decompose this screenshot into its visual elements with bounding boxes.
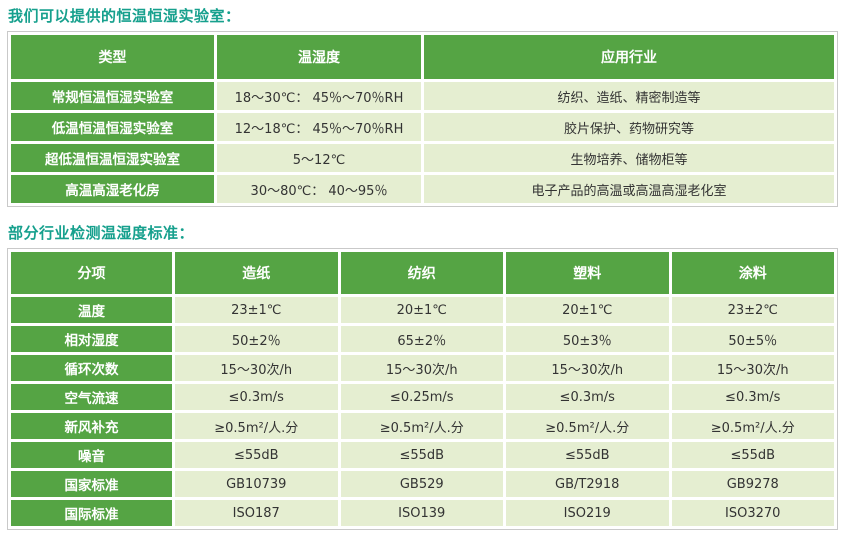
table-row: 常规恒温恒湿实验室 18～30℃： 45％～70％RH 纺织、造纸、精密制造等 <box>11 82 834 110</box>
table-row: 空气流速 ≤0.3m/s ≤0.25m/s ≤0.3m/s ≤0.3m/s <box>11 384 834 410</box>
table-cell: ISO219 <box>506 500 669 526</box>
section-title-standards: 部分行业检测温湿度标准： <box>8 224 195 242</box>
table-cell: ≥0.5m²/人.分 <box>671 413 834 439</box>
row-header: 超低温恒温恒湿实验室 <box>11 144 214 172</box>
table-cell: 23±1℃ <box>175 297 338 323</box>
table-cell: 15～30次/h <box>671 355 834 381</box>
table-cell: ≥0.5m²/人.分 <box>506 413 669 439</box>
table-cell: 50±3％ <box>506 326 669 352</box>
table-cell: ≤0.3m/s <box>506 384 669 410</box>
table-cell: GB9278 <box>671 471 834 497</box>
table-cell: ≤55dB <box>671 442 834 468</box>
row-header: 高温高湿老化房 <box>11 175 214 203</box>
table-cell: 15～30次/h <box>340 355 503 381</box>
table-cell: ≤0.3m/s <box>671 384 834 410</box>
column-header-plastic: 塑料 <box>506 252 669 294</box>
table-cell: 50±2％ <box>175 326 338 352</box>
row-header: 相对湿度 <box>11 326 172 352</box>
table-cell: ≥0.5m²/人.分 <box>175 413 338 439</box>
table-cell: 18～30℃： 45％～70％RH <box>217 82 421 110</box>
table-cell: 胶片保护、药物研究等 <box>424 113 834 141</box>
table-row: 相对湿度 50±2％ 65±2％ 50±3％ 50±5％ <box>11 326 834 352</box>
table-row: 新风补充 ≥0.5m²/人.分 ≥0.5m²/人.分 ≥0.5m²/人.分 ≥0… <box>11 413 834 439</box>
table-cell: ≤0.3m/s <box>175 384 338 410</box>
column-header-temp-humidity: 温湿度 <box>217 35 421 79</box>
table-cell: 5～12℃ <box>217 144 421 172</box>
table-cell: 15～30次/h <box>175 355 338 381</box>
table-cell: ≥0.5m²/人.分 <box>340 413 503 439</box>
table-cell: ≤55dB <box>340 442 503 468</box>
table-cell: 23±2℃ <box>671 297 834 323</box>
table-cell: 15～30次/h <box>506 355 669 381</box>
table-cell: 30～80℃： 40～95％ <box>217 175 421 203</box>
table-row: 高温高湿老化房 30～80℃： 40～95％ 电子产品的高温或高温高湿老化室 <box>11 175 834 203</box>
row-header: 国际标准 <box>11 500 172 526</box>
table-cell: ≤0.25m/s <box>340 384 503 410</box>
row-header: 低温恒温恒湿实验室 <box>11 113 214 141</box>
row-header: 温度 <box>11 297 172 323</box>
table-cell: GB529 <box>340 471 503 497</box>
table-row: 循环次数 15～30次/h 15～30次/h 15～30次/h 15～30次/h <box>11 355 834 381</box>
column-header-coating: 涂料 <box>671 252 834 294</box>
table-row: 国际标准 ISO187 ISO139 ISO219 ISO3270 <box>11 500 834 526</box>
table-cell: 20±1℃ <box>506 297 669 323</box>
standards-table: 分项 造纸 纺织 塑料 涂料 温度 23±1℃ 20±1℃ 20±1℃ 23±2… <box>7 248 838 530</box>
table-cell: 65±2％ <box>340 326 503 352</box>
table-header-row: 类型 温湿度 应用行业 <box>11 35 834 79</box>
table-cell: ISO187 <box>175 500 338 526</box>
table-cell: ISO139 <box>340 500 503 526</box>
column-header-paper: 造纸 <box>175 252 338 294</box>
row-header: 常规恒温恒湿实验室 <box>11 82 214 110</box>
table-row: 超低温恒温恒湿实验室 5～12℃ 生物培养、储物柜等 <box>11 144 834 172</box>
table-cell: 纺织、造纸、精密制造等 <box>424 82 834 110</box>
table-row: 低温恒温恒湿实验室 12～18℃： 45％～70％RH 胶片保护、药物研究等 <box>11 113 834 141</box>
table-cell: 12～18℃： 45％～70％RH <box>217 113 421 141</box>
table-cell: 50±5％ <box>671 326 834 352</box>
row-header: 循环次数 <box>11 355 172 381</box>
row-header: 噪音 <box>11 442 172 468</box>
table-cell: ISO3270 <box>671 500 834 526</box>
row-header: 空气流速 <box>11 384 172 410</box>
table-cell: 电子产品的高温或高温高湿老化室 <box>424 175 834 203</box>
column-header-textile: 纺织 <box>340 252 503 294</box>
column-header-item: 分项 <box>11 252 172 294</box>
labs-table: 类型 温湿度 应用行业 常规恒温恒湿实验室 18～30℃： 45％～70％RH … <box>7 31 838 207</box>
table-cell: GB10739 <box>175 471 338 497</box>
column-header-industries: 应用行业 <box>424 35 834 79</box>
table-cell: 20±1℃ <box>340 297 503 323</box>
column-header-type: 类型 <box>11 35 214 79</box>
table-row: 温度 23±1℃ 20±1℃ 20±1℃ 23±2℃ <box>11 297 834 323</box>
table-row: 国家标准 GB10739 GB529 GB/T2918 GB9278 <box>11 471 834 497</box>
table-cell: GB/T2918 <box>506 471 669 497</box>
table-cell: ≤55dB <box>506 442 669 468</box>
section-title-labs: 我们可以提供的恒温恒湿实验室： <box>8 7 241 25</box>
row-header: 新风补充 <box>11 413 172 439</box>
table-cell: ≤55dB <box>175 442 338 468</box>
row-header: 国家标准 <box>11 471 172 497</box>
table-cell: 生物培养、储物柜等 <box>424 144 834 172</box>
table-row: 噪音 ≤55dB ≤55dB ≤55dB ≤55dB <box>11 442 834 468</box>
table-header-row: 分项 造纸 纺织 塑料 涂料 <box>11 252 834 294</box>
